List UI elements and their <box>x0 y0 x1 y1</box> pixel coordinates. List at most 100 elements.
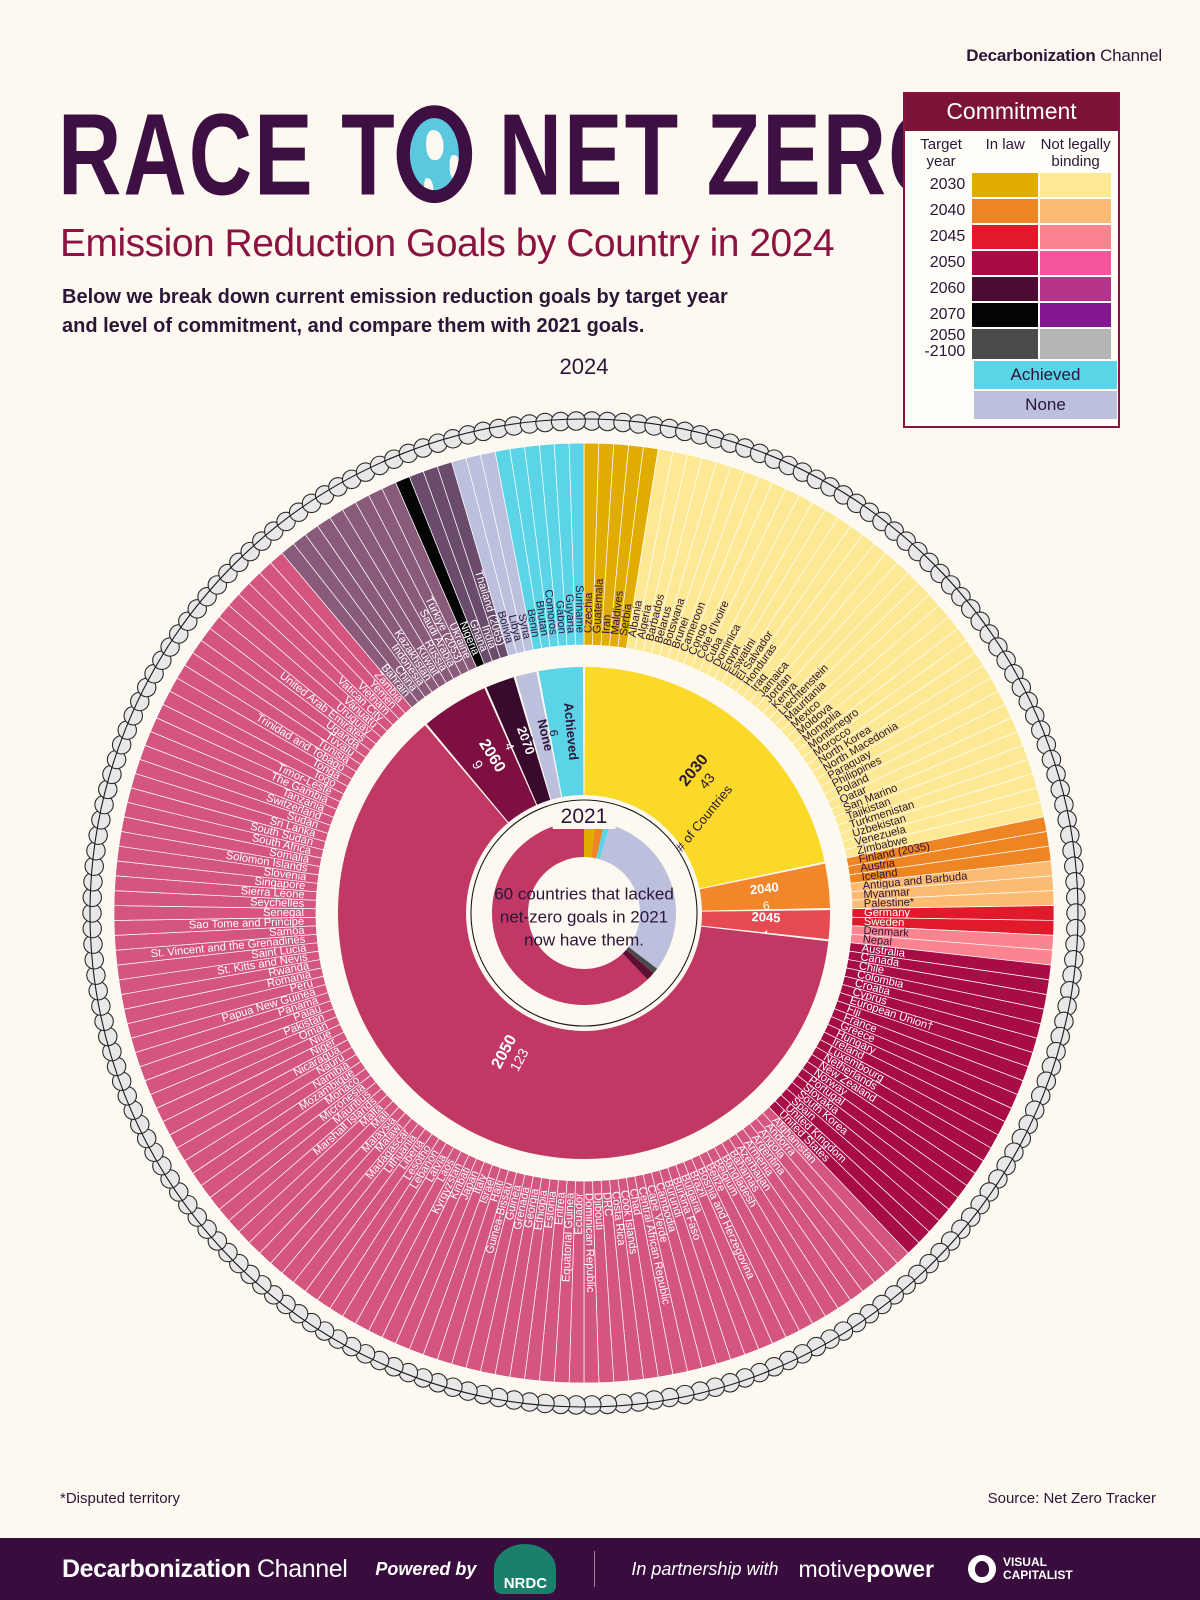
legend-swatch-in-law <box>971 276 1040 302</box>
inner-ring-segment[interactable] <box>492 821 648 1005</box>
target-year-wedge[interactable] <box>584 667 825 889</box>
inner-guide-circle <box>470 799 698 1027</box>
legend-header-row: Target year In law Not legally binding <box>905 131 1118 172</box>
target-year-wedge[interactable] <box>699 863 830 911</box>
legend-year-label: 2060 <box>929 279 966 297</box>
target-year-wedge[interactable] <box>337 725 829 1159</box>
footer-bar: Decarbonization Channel Powered by NRDC … <box>0 1538 1200 1600</box>
country-label: Suriname <box>573 585 586 633</box>
motivepower-bold: power <box>866 1555 934 1582</box>
legend-year-label: 2050 -2100 <box>924 327 966 360</box>
inner-ring-segment[interactable] <box>596 823 610 860</box>
brand-name-light: Channel <box>1095 46 1162 65</box>
footer-divider <box>594 1551 596 1587</box>
country-label: Samoa <box>269 925 306 939</box>
page-subtitle: Emission Reduction Goals by Country in 2… <box>60 222 835 265</box>
legend-swatch-not-binding <box>1039 302 1112 328</box>
legend-row: 2045 <box>905 224 1118 250</box>
nrdc-logo: NRDC <box>494 1544 557 1594</box>
visual-capitalist-icon <box>967 1555 996 1583</box>
inner-ring-segment[interactable] <box>622 949 654 980</box>
sunburst-chart: Czechia Guatemala Iran Maldives Serbia Albani… <box>45 354 1123 1468</box>
legend-row: 2050 -2100 <box>905 328 1118 360</box>
target-year-wedge[interactable] <box>426 688 537 823</box>
inner-ring-year-label: 2021 <box>552 805 616 829</box>
target-year-label: 2040 <box>749 879 779 897</box>
motivepower-logo: motivepower <box>798 1556 933 1583</box>
legend-year-label: 2030 <box>929 175 966 193</box>
outer-guide-circle <box>89 418 1079 1408</box>
inner-ring-segment[interactable] <box>591 821 605 859</box>
legend-swatch-in-law <box>971 172 1040 198</box>
legend-swatch-in-law <box>971 302 1040 328</box>
legend-swatch-not-binding <box>1039 328 1112 360</box>
country-label: Palestine* <box>864 896 915 910</box>
target-year-wedge[interactable] <box>538 667 584 798</box>
country-slice[interactable] <box>568 442 585 646</box>
country-label: Czechia <box>582 592 595 633</box>
legend-row: 2070 <box>905 302 1118 328</box>
legend-swatch-in-law <box>971 328 1040 360</box>
legend-year-label: 2070 <box>929 305 966 323</box>
motivepower-light: motive <box>798 1555 867 1582</box>
legend-row: 2040 <box>905 198 1118 224</box>
inner-ring-segment[interactable] <box>626 946 658 974</box>
target-year-count: 3 <box>521 734 536 744</box>
country-label: Sweden <box>864 916 905 929</box>
source-note: Source: Net Zero Tracker <box>987 1490 1156 1507</box>
legend-swatch-in-law <box>971 250 1040 276</box>
legend-col-target-year: Target year <box>920 136 962 170</box>
target-year-label: Achieved <box>561 702 581 761</box>
target-year-wedge[interactable] <box>515 671 562 800</box>
country-label: Sao Tome and Principe <box>189 916 305 932</box>
inner-ring-segment[interactable] <box>584 821 596 858</box>
country-label: Iran <box>600 614 613 634</box>
country-label: Germany <box>864 907 910 919</box>
brand-name-bold: Decarbonization <box>966 46 1096 65</box>
footer-brand-bold: Decarbonization <box>62 1554 251 1583</box>
legend-swatch-not-binding <box>1039 224 1112 250</box>
title-part-b: NET ZERO <box>472 90 959 221</box>
country-name-ring: CzechiaGuatemalaIranMaldivesSerbiaAlbani… <box>113 442 1055 1384</box>
country-label: Dominican Republic <box>582 1193 596 1293</box>
legend-swatch-in-law <box>971 224 1040 250</box>
legend-row: 2060 <box>905 276 1118 302</box>
country-label: Gabon <box>553 600 568 634</box>
legend-rows: 2030 2040 2045 2050 2060 2070 2050 -2100 <box>905 172 1118 360</box>
country-label: Senegal <box>263 907 304 919</box>
country-label: Guatemala <box>591 578 606 634</box>
legend-none-row: None <box>973 390 1118 420</box>
globe-icon <box>396 105 473 204</box>
visual-capitalist-text: VISUAL CAPITALIST <box>1003 1556 1073 1581</box>
country-flag-icon <box>566 411 586 431</box>
chart-svg: CzechiaGuatemalaIranMaldivesSerbiaAlbani… <box>82 411 1086 1415</box>
country-label: Myanmar <box>863 886 911 901</box>
target-year-ring: 203043204062045420501232060920704None3Ac… <box>337 667 830 1159</box>
vc-line-2: CAPITALIST <box>1002 1568 1073 1582</box>
legend-swatch-not-binding <box>1039 172 1112 198</box>
country-label: Ecuador <box>573 1193 586 1235</box>
visual-capitalist-logo: VISUAL CAPITALIST <box>967 1555 1073 1583</box>
page-description: Below we break down current emission red… <box>62 283 728 341</box>
target-year-count: 6 <box>546 729 561 737</box>
description-line-2: and level of commitment, and compare the… <box>62 315 645 337</box>
target-year-count: 6 <box>762 898 771 913</box>
legend-panel: Commitment Target year In law Not legall… <box>903 92 1120 428</box>
legend-col-not-binding: Not legally binding <box>1040 136 1111 170</box>
legend-achieved-row: Achieved <box>973 360 1118 390</box>
target-year-wedge[interactable] <box>486 677 551 805</box>
footer-brand-logo: Decarbonization Channel <box>62 1554 348 1584</box>
legend-swatch-in-law <box>971 198 1040 224</box>
country-label: Djibouti <box>591 1192 605 1230</box>
powered-by-label: Powered by <box>375 1558 477 1579</box>
vc-line-1: VISUAL <box>1002 1555 1047 1570</box>
target-year-wedge[interactable] <box>701 910 830 940</box>
target-year-label: 2045 <box>751 909 781 925</box>
partnership-label: In partnership with <box>631 1558 779 1579</box>
legend-title: Commitment <box>905 94 1118 131</box>
page-title: RACE T NET ZERO <box>58 88 958 220</box>
legend-year-label: 2045 <box>929 227 966 245</box>
inner-2021-ring <box>492 821 676 1005</box>
inner-ring-segment[interactable] <box>599 824 676 969</box>
footer-brand-light: Channel <box>250 1554 348 1583</box>
